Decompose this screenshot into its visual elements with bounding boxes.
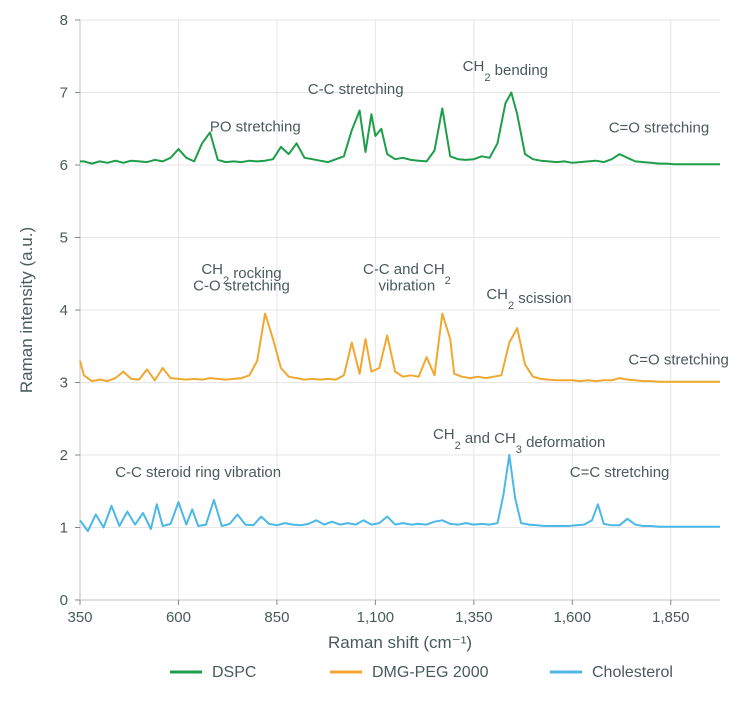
legend-label: DMG-PEG 2000 (372, 664, 489, 681)
y-tick-label: 6 (60, 157, 68, 174)
y-tick-label: 3 (60, 375, 68, 392)
peak-annotation: C=C stretching (570, 464, 670, 481)
peak-annotation: C-O stretching (193, 277, 290, 294)
x-tick-label: 1,350 (455, 609, 493, 626)
peak-annotation: C=O stretching (609, 119, 709, 136)
x-axis-label: Raman shift (cm⁻¹) (328, 633, 472, 652)
peak-annotation: PO stretching (210, 119, 301, 136)
peak-annotation: C=O stretching (628, 351, 728, 368)
raman-spectra-chart: 0 1 2 3 4 5 6 7 8 350 600 850 1,100 1,350 1,600 1,850 Ra… (0, 0, 752, 710)
x-tick-label: 600 (166, 609, 191, 626)
x-tick-label: 1,100 (357, 609, 395, 626)
x-tick-label: 1,600 (554, 609, 592, 626)
y-tick-label: 0 (60, 592, 68, 609)
y-tick-label: 4 (60, 302, 68, 319)
peak-annotation: vibration (379, 277, 436, 294)
chart-svg: 0 1 2 3 4 5 6 7 8 350 600 850 1,100 1,350 1,600 1,850 Ra… (0, 0, 752, 710)
legend-label: DSPC (212, 664, 256, 681)
legend-label: Cholesterol (592, 664, 673, 681)
y-tick-label: 1 (60, 520, 68, 537)
peak-annotation: C-C steroid ring vibration (115, 464, 281, 481)
y-axis-label: Raman intensity (a.u.) (17, 227, 36, 393)
x-tick-label: 850 (264, 609, 289, 626)
y-tick-label: 8 (60, 12, 68, 29)
peak-annotation: C-C stretching (308, 81, 404, 98)
y-tick-label: 2 (60, 447, 68, 464)
x-tick-label: 350 (67, 609, 92, 626)
y-tick-label: 7 (60, 85, 68, 102)
y-tick-label: 5 (60, 230, 68, 247)
x-tick-label: 1,850 (652, 609, 690, 626)
